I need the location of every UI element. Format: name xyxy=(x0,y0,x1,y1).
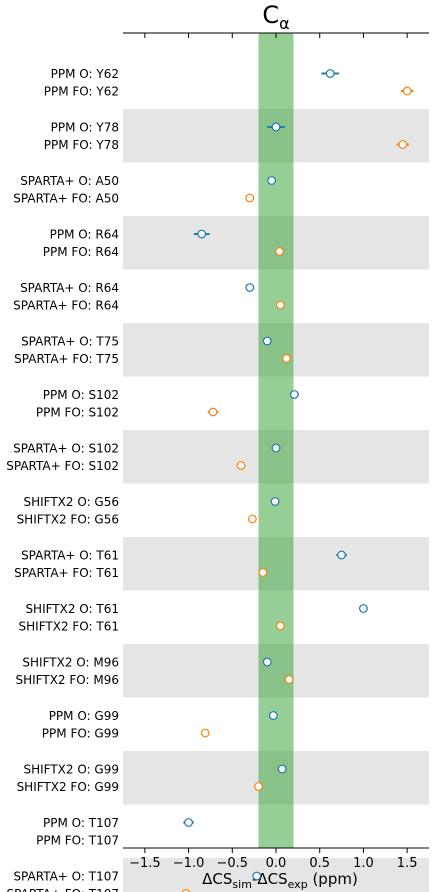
row-label: PPM FO: S102 xyxy=(36,405,119,419)
row-label: PPM O: Y62 xyxy=(51,67,119,81)
row-label: SHIFTX2 FO: G99 xyxy=(17,780,119,794)
row-label: SHIFTX2 FO: T61 xyxy=(19,619,119,633)
data-point-o xyxy=(262,657,272,667)
x-tick-label: 0.5 xyxy=(309,856,330,871)
row-label: PPM FO: Y62 xyxy=(44,84,119,98)
data-point-o xyxy=(268,711,278,720)
x-tick-label: 1.5 xyxy=(397,856,418,871)
data-point-fo xyxy=(254,782,263,791)
data-point-o xyxy=(270,497,280,506)
row-label: PPM FO: T107 xyxy=(36,833,119,847)
data-point-fo xyxy=(200,728,210,738)
x-axis-label: ΔCSsim-ΔCSexp (ppm) xyxy=(202,870,358,891)
group-shade-15 xyxy=(123,858,429,892)
row-label: PPM FO: R64 xyxy=(43,245,119,259)
row-label: PPM FO: Y78 xyxy=(44,138,119,152)
row-label: PPM FO: G99 xyxy=(42,726,119,740)
data-point-o xyxy=(252,871,262,881)
row-label: SPARTA+ O: T61 xyxy=(21,548,119,562)
data-point-o xyxy=(184,818,193,827)
row-label: SPARTA+ O: S102 xyxy=(13,441,119,455)
data-point-fo xyxy=(398,140,408,149)
row-label: PPM O: T107 xyxy=(43,816,119,830)
row-label: SHIFTX2 FO: G56 xyxy=(17,512,119,526)
row-label: SHIFTX2 O: G56 xyxy=(23,495,119,509)
x-tick-label: 0.0 xyxy=(266,856,287,871)
data-point-fo xyxy=(282,354,291,363)
row-label: SPARTA+ FO: T107 xyxy=(7,887,119,892)
row-label: PPM O: G99 xyxy=(49,709,119,723)
data-point-fo xyxy=(284,675,294,684)
data-point-o xyxy=(262,336,272,346)
data-point-o xyxy=(325,69,335,78)
row-label: PPM O: R64 xyxy=(50,227,119,241)
data-point-o xyxy=(277,764,287,774)
data-point-o xyxy=(197,229,207,239)
x-tick-label: −1.0 xyxy=(173,856,205,871)
data-point-fo xyxy=(181,889,191,892)
row-label: SPARTA+ FO: S102 xyxy=(6,459,119,473)
row-label: SPARTA+ O: R64 xyxy=(20,281,119,295)
row-label: SHIFTX2 O: T61 xyxy=(25,602,119,616)
row-label: PPM O: S102 xyxy=(43,388,119,402)
data-point-fo xyxy=(275,300,285,310)
row-label: SHIFTX2 FO: M96 xyxy=(16,673,120,687)
row-label: SPARTA+ FO: A50 xyxy=(13,191,119,205)
data-point-fo xyxy=(247,514,257,524)
row-label: SPARTA+ O: T107 xyxy=(13,869,119,883)
row-label: SPARTA+ FO: R64 xyxy=(13,298,119,312)
data-point-o xyxy=(271,443,281,453)
row-label: SHIFTX2 O: M96 xyxy=(22,655,119,669)
data-point-fo xyxy=(208,407,218,417)
row-label: PPM O: Y78 xyxy=(51,120,119,134)
chart-title: Cα xyxy=(262,1,289,33)
data-point-fo xyxy=(245,193,255,203)
reference-band xyxy=(258,33,294,848)
data-point-fo xyxy=(402,86,412,96)
data-point-o xyxy=(245,283,255,292)
data-point-o xyxy=(267,176,277,185)
row-label: SPARTA+ O: T75 xyxy=(21,334,119,348)
data-point-fo xyxy=(236,461,246,470)
row-label: SPARTA+ FO: T61 xyxy=(14,566,119,580)
row-label: SPARTA+ FO: T75 xyxy=(14,352,119,366)
data-point-o xyxy=(359,604,368,613)
x-tick-label: −0.5 xyxy=(216,856,248,871)
data-point-o xyxy=(289,390,299,399)
x-tick-label: −1.5 xyxy=(129,856,161,871)
x-tick-label: 1.0 xyxy=(353,856,374,871)
data-point-fo xyxy=(258,568,268,577)
data-point-o xyxy=(271,122,281,132)
data-point-o xyxy=(337,550,346,560)
data-point-fo xyxy=(275,247,284,256)
data-point-fo xyxy=(275,621,285,631)
row-label: SPARTA+ O: A50 xyxy=(20,174,119,188)
row-label: SHIFTX2 O: G99 xyxy=(23,762,119,776)
